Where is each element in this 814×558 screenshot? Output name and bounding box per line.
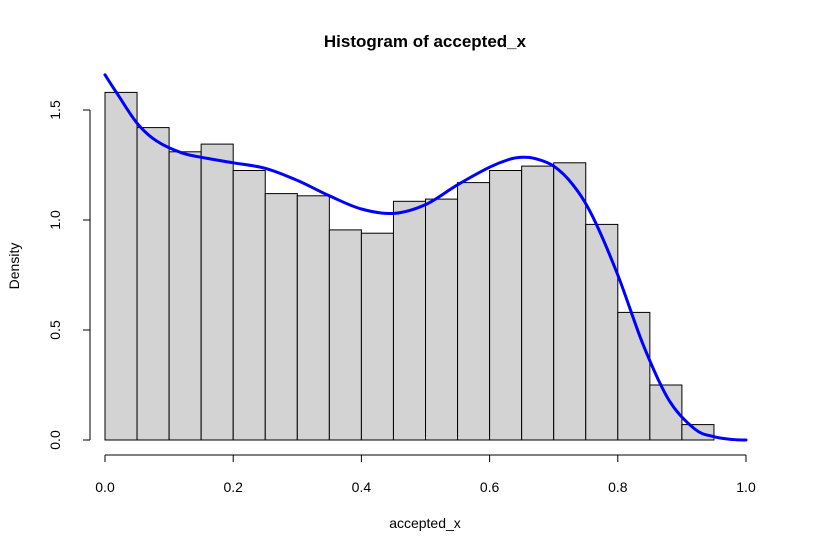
histogram-bar: [232, 170, 266, 441]
y-axis-title: Density: [6, 243, 22, 290]
density-curve: [103, 73, 748, 442]
x-tick-label: 0.8: [608, 479, 628, 495]
histogram-bar: [264, 193, 298, 441]
x-tick-label: 0.4: [352, 479, 372, 495]
histogram-bar: [168, 151, 202, 441]
histogram-bars: [104, 91, 715, 441]
y-axis: 0.0 0.5 1.0 1.5: [47, 100, 91, 450]
y-tick-label: 1.5: [47, 100, 63, 120]
x-tick-label: 0.2: [223, 479, 243, 495]
y-tick-label: 0.5: [47, 320, 63, 340]
histogram-bar: [328, 229, 362, 441]
histogram-bar: [296, 195, 330, 441]
histogram-bar: [585, 223, 619, 441]
y-tick-label: 0.0: [47, 430, 63, 450]
chart-title: Histogram of accepted_x: [324, 32, 527, 51]
x-axis: 0.0 0.2 0.4 0.6 0.8 1.0: [95, 454, 756, 495]
histogram-bar: [392, 200, 427, 441]
histogram-bar: [521, 165, 555, 441]
histogram-bar: [136, 127, 170, 441]
histogram-bar: [553, 162, 587, 441]
histogram-bar: [425, 198, 459, 441]
histogram-bar: [617, 311, 651, 441]
x-tick-label: 0.6: [480, 479, 500, 495]
histogram-bar: [489, 170, 523, 441]
histogram-bar: [200, 143, 234, 441]
histogram-bar: [104, 91, 138, 441]
x-tick-label: 0.0: [95, 479, 115, 495]
x-tick-label: 1.0: [736, 479, 756, 495]
histogram-bar: [360, 232, 394, 441]
y-tick-label: 1.0: [47, 210, 63, 230]
x-axis-title: accepted_x: [389, 515, 461, 531]
histogram-bar: [457, 182, 491, 441]
